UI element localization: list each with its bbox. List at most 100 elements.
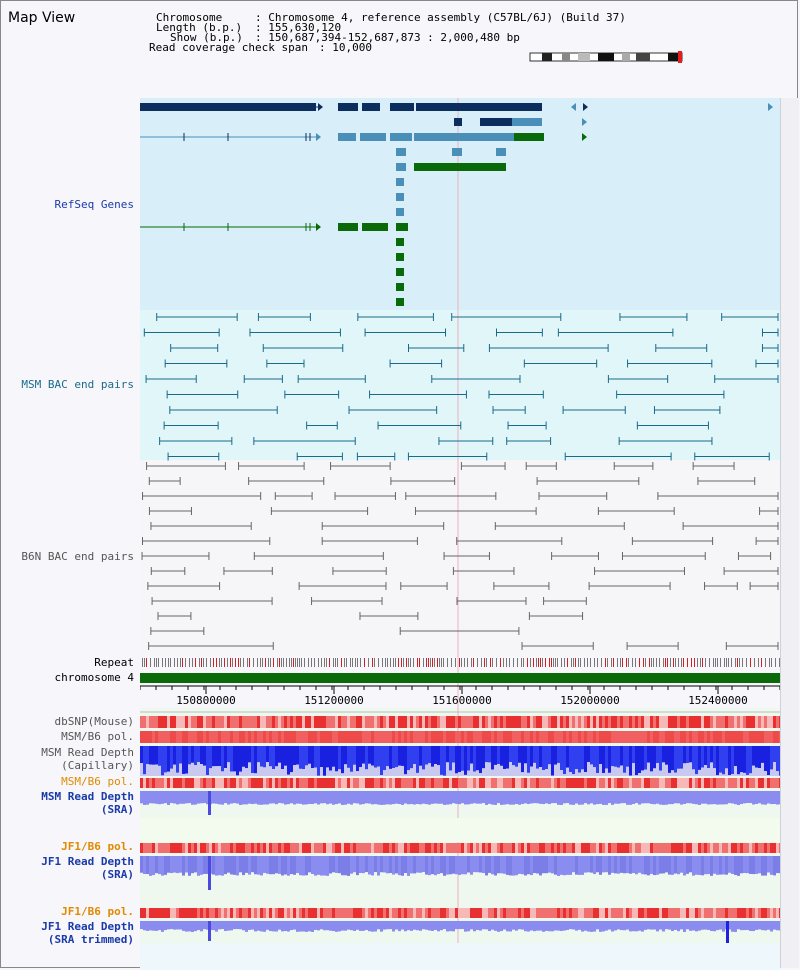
jf1-pol-heat-2 — [140, 908, 143, 918]
jf1-trim-bar — [458, 921, 461, 930]
track-label-dbsnp[interactable]: dbSNP(Mouse) — [54, 715, 134, 728]
jf1-pol-heat-1 — [218, 843, 221, 853]
jf1-trim-bar — [542, 921, 545, 932]
track-label-b6n-bac[interactable]: B6N BAC end pairs — [21, 550, 134, 563]
jf1-pol-heat-1 — [653, 843, 656, 853]
jf1-depth-bar — [392, 856, 395, 875]
jf1-pol-heat-1 — [476, 843, 479, 853]
jf1-trim-bar — [329, 921, 332, 931]
msm-cap-depth-bar — [548, 746, 551, 765]
repeat-mark — [341, 658, 342, 667]
jf1-depth-bar — [638, 856, 641, 873]
msm-sra-depth-bar — [146, 791, 149, 805]
msm-cap-depth-bg — [650, 771, 653, 776]
track-label-msm-b6-pol-1[interactable]: MSM/B6 pol. — [61, 730, 134, 743]
jf1-depth-bar — [236, 856, 239, 876]
msm-pol-heat-2 — [248, 778, 251, 788]
jf1-pol-heat-2 — [614, 908, 617, 918]
msm-pol-heat-1 — [602, 731, 605, 743]
jf1-trim-bar — [698, 921, 701, 931]
jf1-pol-heat-2 — [689, 908, 692, 918]
msm-sra-depth-bar — [596, 791, 599, 805]
msm-pol-heat-2 — [569, 778, 572, 788]
repeat-mark — [538, 658, 539, 667]
msm-pol-heat-2 — [509, 778, 512, 788]
jf1-pol-heat-1 — [452, 843, 455, 853]
dbsnp-heat — [557, 716, 560, 728]
track-label-msm-b6-pol-2[interactable]: MSM/B6 pol. — [61, 775, 134, 788]
dbsnp-heat — [692, 716, 695, 728]
track-label-msm-bac[interactable]: MSM BAC end pairs — [21, 378, 134, 391]
msm-sra-depth-bar — [500, 791, 503, 805]
jf1-trim-bar — [581, 921, 584, 932]
dbsnp-heat — [689, 716, 692, 728]
msm-sra-depth-bar — [239, 791, 242, 805]
refseq-track[interactable] — [140, 103, 773, 306]
msm-pol-heat-2 — [467, 778, 470, 788]
jf1-trim-bar — [497, 921, 500, 932]
msm-cap-depth-bg — [704, 765, 707, 776]
msm-sra-depth-bar — [428, 791, 431, 805]
dbsnp-heat — [185, 716, 188, 728]
jf1-pol-heat-2 — [737, 908, 740, 918]
jf1-depth-bar — [320, 856, 323, 876]
repeat-mark — [260, 658, 261, 667]
jf1-depth-bar — [260, 856, 263, 876]
msm-sra-depth-bar — [257, 791, 260, 805]
msm-pol-heat-2 — [323, 778, 326, 788]
msm-cap-depth-bg — [446, 762, 449, 776]
jf1-depth-bar — [428, 856, 431, 876]
jf1-trim-bar — [488, 921, 491, 932]
dbsnp-heat — [461, 716, 464, 728]
msm-cap-depth-bg — [185, 773, 188, 776]
msm-cap-depth-bg — [545, 769, 548, 776]
b6n-bac-track[interactable] — [141, 462, 779, 650]
repeat-mark — [611, 658, 612, 667]
jf1-trim-bar — [599, 921, 602, 932]
repeat-mark — [567, 658, 568, 667]
msm-sra-depth-bar — [542, 791, 545, 805]
msm-sra-depth-bar — [164, 791, 167, 804]
jf1-pol-heat-2 — [530, 908, 533, 918]
dbsnp-heat — [563, 716, 566, 728]
dbsnp-heat — [521, 716, 524, 728]
jf1-pol-heat-1 — [581, 843, 584, 853]
jf1-depth-bar — [155, 856, 158, 874]
track-label-jf1-b6-pol-2[interactable]: JF1/B6 pol. — [61, 905, 134, 918]
chromosome-ideogram[interactable] — [528, 50, 688, 64]
msm-sra-depth-bar — [167, 791, 170, 805]
msm-bac-track[interactable] — [143, 313, 779, 461]
msm-sra-depth-bar — [461, 791, 464, 804]
dbsnp-heat — [257, 716, 260, 728]
jf1-pol-heat-1 — [413, 843, 416, 853]
jf1-trim-bar — [467, 921, 470, 932]
track-label-refseq[interactable]: RefSeq Genes — [54, 198, 134, 211]
msm-pol-heat-2 — [329, 778, 332, 788]
track-label-jf1-b6-pol-1[interactable]: JF1/B6 pol. — [61, 840, 134, 853]
msm-pol-heat-2 — [347, 778, 350, 788]
repeat-mark — [385, 658, 386, 667]
msm-sra-depth-bar — [398, 791, 401, 805]
msm-cap-depth-bg — [632, 763, 635, 776]
track-label-msm-depth-cap[interactable]: MSM Read Depth — [41, 746, 134, 759]
repeat-mark — [281, 658, 282, 667]
msm-sra-depth-bar — [236, 791, 239, 804]
ruler-label: 151200000 — [304, 694, 364, 707]
track-label-jf1-depth-trim[interactable]: JF1 Read Depth — [41, 920, 134, 933]
track-label-jf1-depth[interactable]: JF1 Read Depth — [41, 855, 134, 868]
repeat-mark — [297, 658, 298, 667]
repeat-mark — [597, 658, 598, 667]
jf1-pol-heat-1 — [569, 843, 572, 853]
msm-pol-heat-1 — [491, 731, 494, 743]
vertical-scrollbar[interactable] — [780, 98, 799, 968]
track-label-msm-depth-sra[interactable]: MSM Read Depth — [41, 790, 134, 803]
dbsnp-heat — [497, 716, 500, 728]
tracks-canvas[interactable]: 150800000 151200000 151600000 152000000 1524… — [140, 98, 780, 970]
msm-pol-heat-1 — [155, 731, 158, 743]
msm-sra-depth-bar — [593, 791, 596, 805]
msm-sra-depth-bar — [740, 791, 743, 805]
jf1-pol-heat-2 — [206, 908, 209, 918]
ruler-label: 151600000 — [432, 694, 492, 707]
msm-pol-heat-1 — [521, 731, 524, 743]
jf1-pol-heat-2 — [317, 908, 320, 918]
